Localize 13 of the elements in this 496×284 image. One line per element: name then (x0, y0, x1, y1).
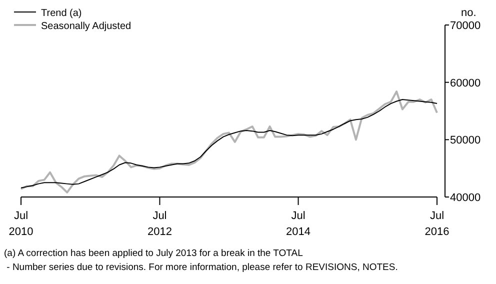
y-tick-label: 60000 (450, 77, 481, 90)
legend-label: Trend (a) (41, 8, 82, 19)
legend-label: Seasonally Adjusted (41, 21, 132, 32)
y-tick-label: 40000 (450, 192, 481, 204)
y-axis-title: no. (461, 7, 476, 19)
text: (a) A correction has been applied to July 2013 for a break in the TOTAL (4, 248, 303, 259)
y-tick-label: 70000 (450, 20, 481, 32)
x-tick-label: Jul 2010 (8, 210, 34, 238)
text: - Number series due to revisions. For more information, please refer to REVISIONS, NOTES. (4, 262, 398, 273)
y-tick-label: 50000 (450, 134, 481, 147)
x-tick-label: Jul 2014 (286, 210, 311, 238)
x-tick-label: Jul 2016 (424, 210, 450, 238)
x-tick-label: Jul 2012 (147, 210, 172, 238)
